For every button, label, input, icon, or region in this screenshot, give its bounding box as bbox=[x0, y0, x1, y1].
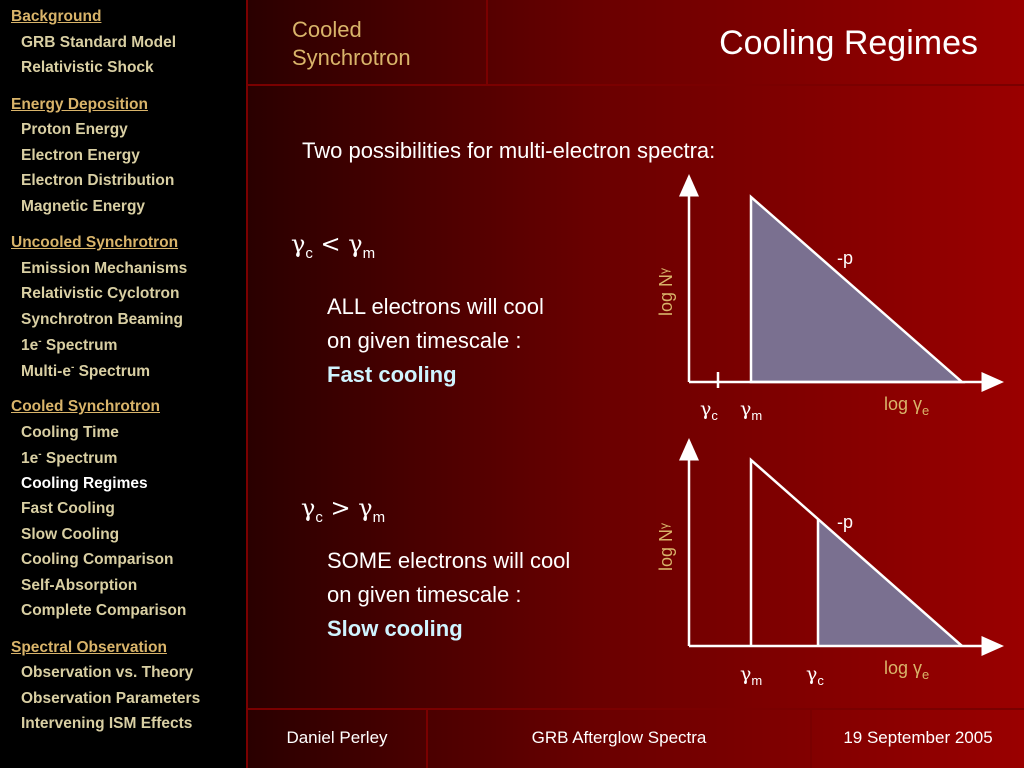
slow-xlabel: log γe bbox=[884, 658, 929, 682]
header-separator bbox=[486, 0, 488, 84]
sidebar-section-background[interactable]: Background bbox=[11, 8, 102, 25]
sidebar-item-multi-e-spectrum[interactable]: Multi-e- Spectrum bbox=[21, 361, 151, 380]
sidebar-section-uncooled-synchrotron[interactable]: Uncooled Synchrotron bbox=[11, 234, 179, 251]
fast-description: ALL electrons will cool on given timesca… bbox=[327, 290, 544, 392]
sidebar-item-complete-comparison[interactable]: Complete Comparison bbox=[21, 602, 187, 619]
fast-spectrum-fill bbox=[749, 194, 966, 384]
sidebar-item-cooling-comparison[interactable]: Cooling Comparison bbox=[21, 551, 174, 568]
header-divider bbox=[248, 84, 1024, 86]
sidebar-item-1e-spectrum[interactable]: 1e- Spectrum bbox=[21, 336, 118, 355]
sidebar-item-electron-distribution[interactable]: Electron Distribution bbox=[21, 172, 175, 189]
sidebar-section-energy-deposition[interactable]: Energy Deposition bbox=[11, 95, 148, 113]
sidebar-item-self-absorption[interactable]: Self-Absorption bbox=[21, 576, 138, 594]
sidebar-nav: Background GRB Standard Model Relativistic… bbox=[0, 0, 246, 768]
fast-slope-label: -p bbox=[837, 248, 853, 268]
fast-cooling-highlight: Fast cooling bbox=[327, 362, 457, 387]
footer-separator bbox=[810, 710, 812, 768]
slide-title: Cooling Regimes bbox=[719, 24, 978, 62]
sidebar-item-electron-energy[interactable]: Electron Energy bbox=[21, 146, 140, 164]
sidebar-item-relativistic-shock[interactable]: Relativistic Shock bbox=[21, 59, 154, 76]
slow-condition: γc > γm bbox=[301, 494, 386, 526]
sidebar-item-fast-cooling[interactable]: Fast Cooling bbox=[21, 500, 115, 517]
slow-cooling-highlight: Slow cooling bbox=[327, 616, 463, 641]
slow-description: SOME electrons will cool on given timesc… bbox=[327, 544, 570, 646]
fast-ylabel: log Nγ bbox=[656, 268, 676, 316]
slow-cooling-diagram: log Nγ -p log γe γm γc bbox=[656, 438, 1004, 688]
fast-gamma-c-label: γc bbox=[700, 398, 718, 423]
sidebar-section-spectral-observation[interactable]: Spectral Observation bbox=[11, 638, 167, 656]
slow-gamma-c-label: γc bbox=[806, 663, 824, 688]
sidebar-divider bbox=[246, 0, 248, 768]
footer-talk-title: GRB Afterglow Spectra bbox=[531, 728, 707, 747]
sidebar-item-emission-mechanisms[interactable]: Emission Mechanisms bbox=[21, 259, 188, 277]
sidebar-item-slow-cooling[interactable]: Slow Cooling bbox=[21, 525, 120, 543]
fast-gamma-m-label: γm bbox=[740, 398, 762, 423]
footer-date: 19 September 2005 bbox=[843, 728, 993, 747]
footer-divider bbox=[248, 708, 1024, 710]
sidebar-section-cooled-synchrotron[interactable]: Cooled Synchrotron bbox=[11, 398, 160, 415]
sidebar-item-proton-energy[interactable]: Proton Energy bbox=[21, 121, 128, 138]
slow-slope-label: -p bbox=[837, 512, 853, 532]
sidebar-item-grb-standard-model[interactable]: GRB Standard Model bbox=[21, 33, 177, 51]
footer-separator bbox=[426, 710, 428, 768]
sidebar-item-observation-parameters[interactable]: Observation Parameters bbox=[21, 689, 201, 707]
slow-spectrum-line bbox=[749, 457, 963, 647]
slow-ylabel: log Nγ bbox=[656, 523, 676, 571]
footer-author: Daniel Perley bbox=[286, 728, 388, 747]
slow-gamma-m-label: γm bbox=[740, 663, 762, 688]
sidebar-item-magnetic-energy[interactable]: Magnetic Energy bbox=[21, 197, 146, 215]
sidebar-item-relativistic-cyclotron[interactable]: Relativistic Cyclotron bbox=[21, 285, 180, 302]
sidebar-item-cooling-time[interactable]: Cooling Time bbox=[21, 423, 119, 441]
fast-cooling-diagram: log Nγ -p log γe γc γm bbox=[656, 174, 1004, 423]
section-title: Cooled Synchrotron bbox=[292, 17, 411, 70]
fast-condition: γc < γm bbox=[291, 230, 376, 262]
fast-xlabel: log γe bbox=[884, 394, 929, 418]
sidebar-item-cooling-regimes[interactable]: Cooling Regimes bbox=[21, 474, 148, 492]
intro-text: Two possibilities for multi-electron spe… bbox=[302, 138, 716, 163]
sidebar-item-1e-spectrum[interactable]: 1e- Spectrum bbox=[21, 449, 118, 468]
sidebar-item-observation-vs-theory[interactable]: Observation vs. Theory bbox=[21, 664, 194, 681]
sidebar-item-intervening-ism-effects[interactable]: Intervening ISM Effects bbox=[21, 715, 193, 732]
sidebar-item-synchrotron-beaming[interactable]: Synchrotron Beaming bbox=[21, 310, 183, 328]
